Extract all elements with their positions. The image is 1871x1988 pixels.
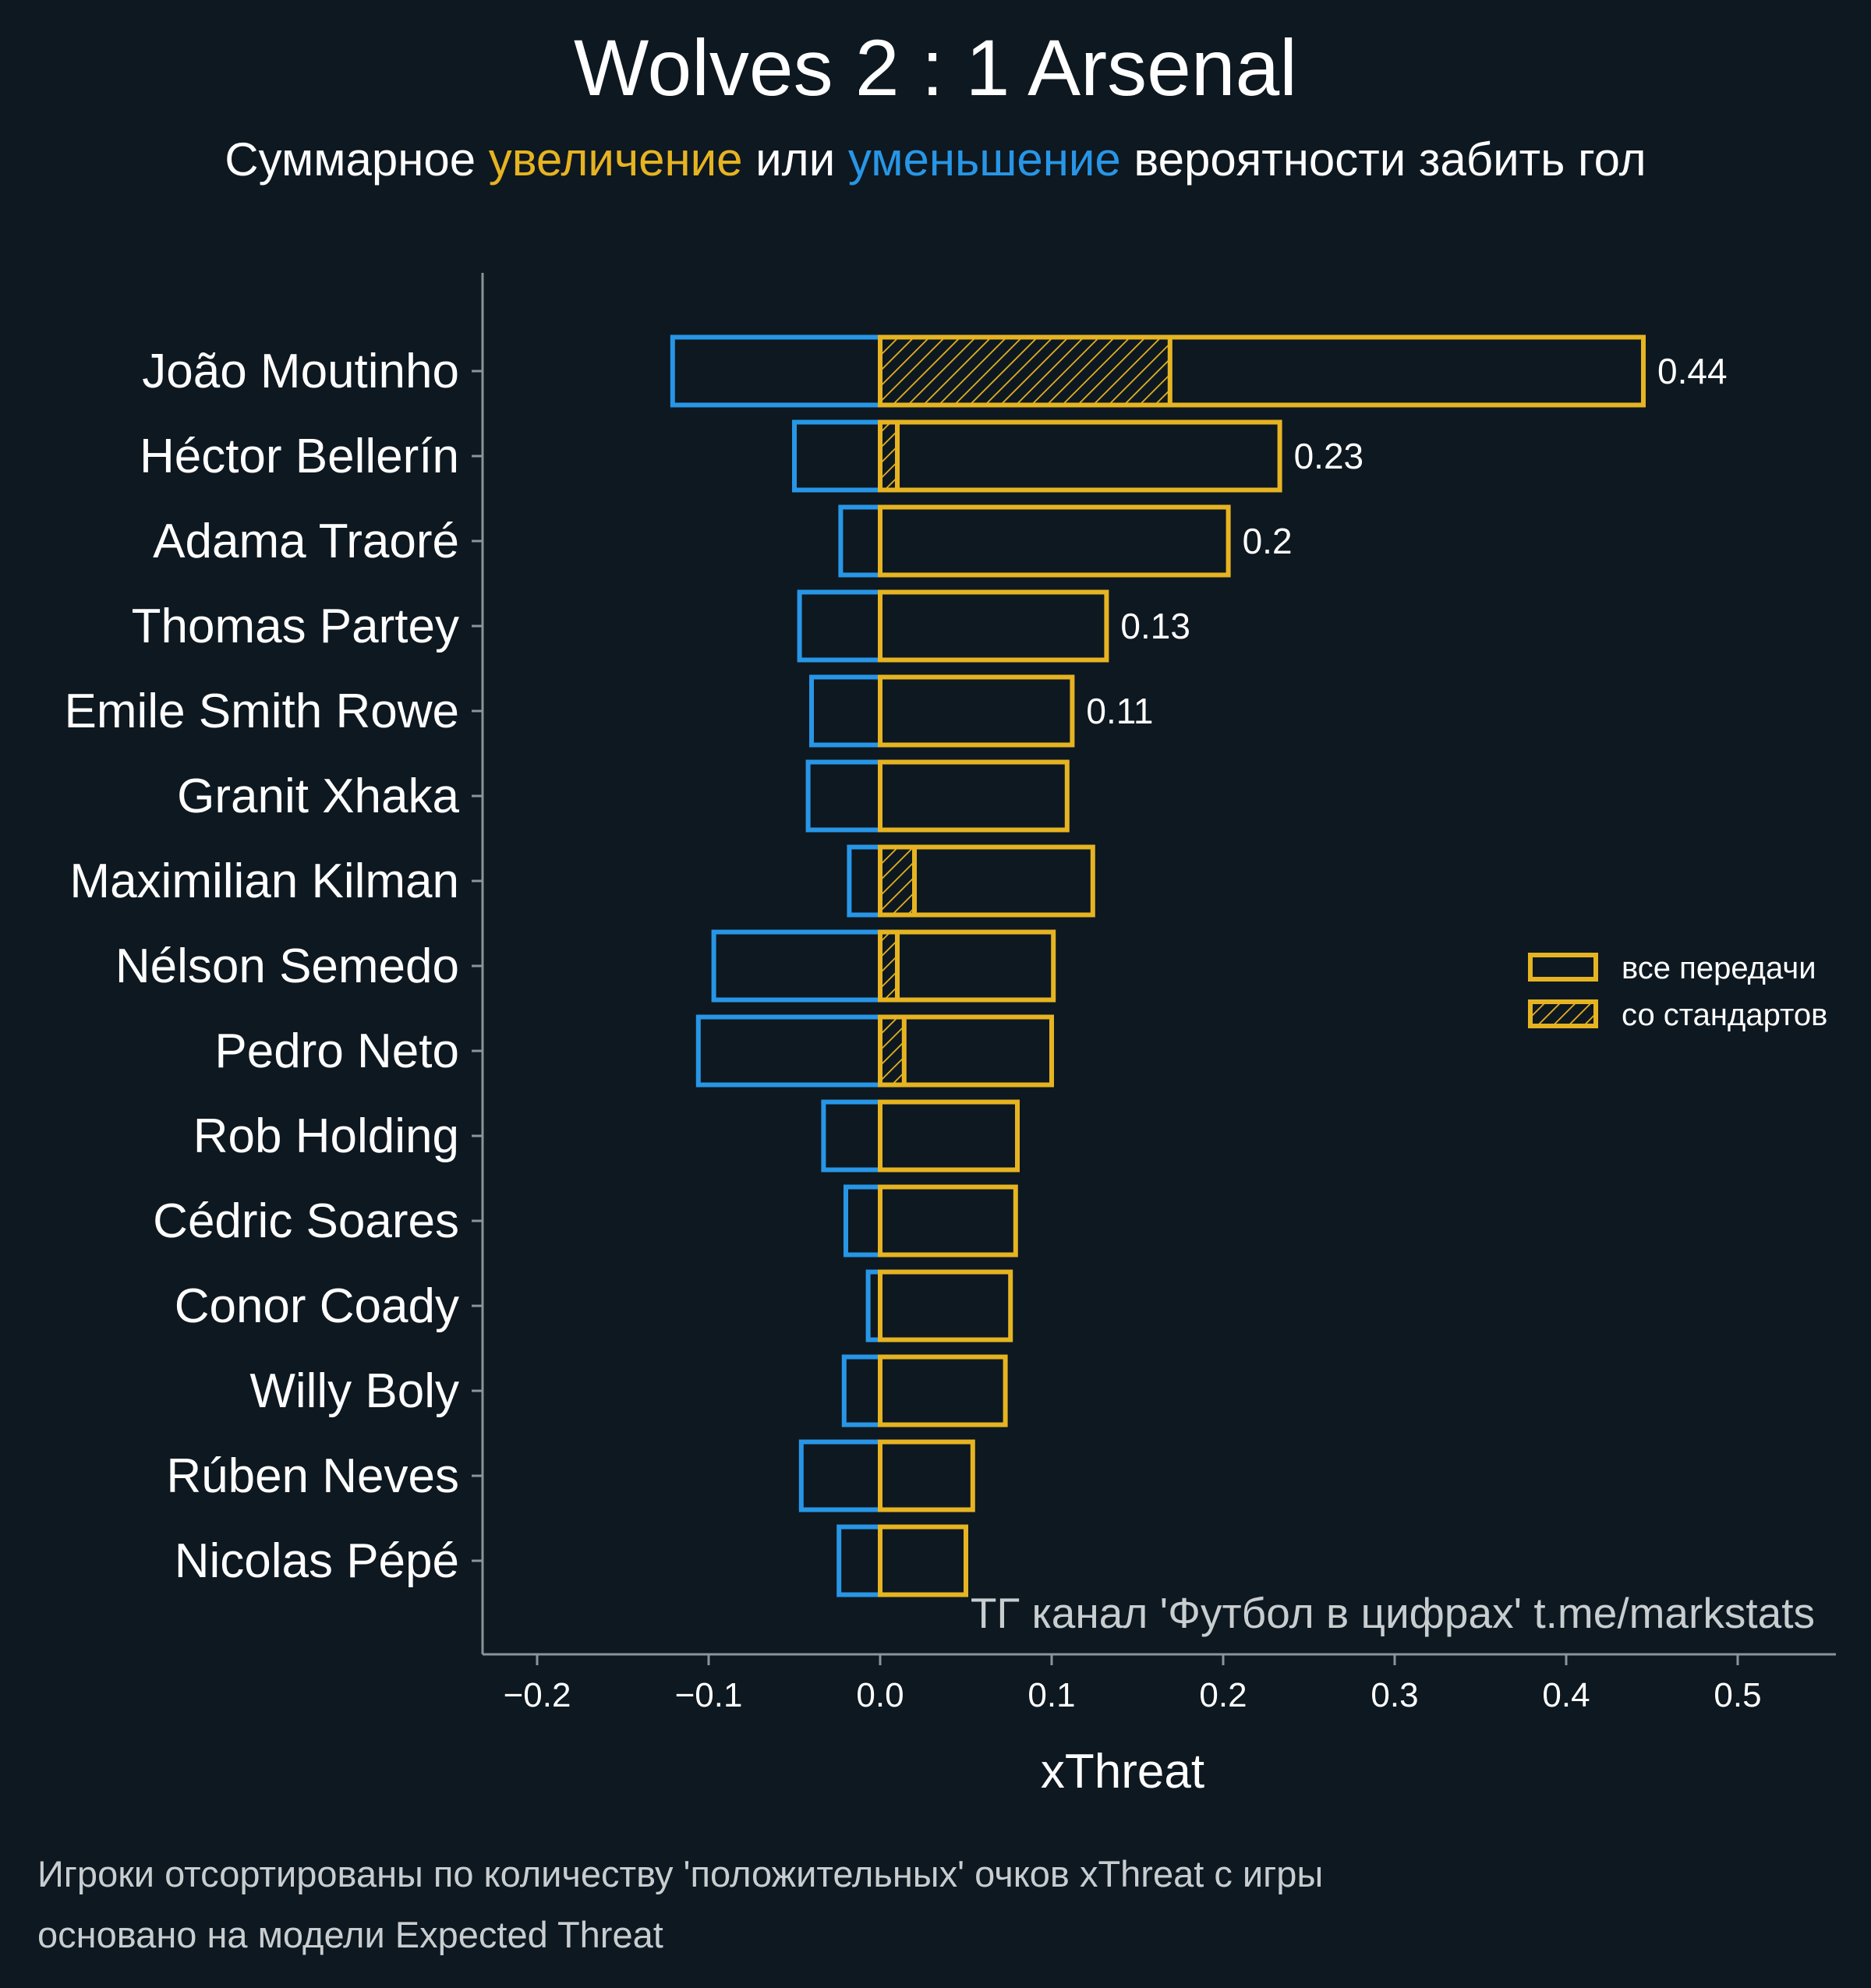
chart-title: Wolves 2 : 1 Arsenal [574, 23, 1297, 112]
x-tick-label: 0.1 [1027, 1676, 1075, 1714]
legend-label-all: все передачи [1622, 951, 1816, 985]
x-tick-label: 0.5 [1714, 1676, 1761, 1714]
subtitle-part1: Суммарное [225, 133, 488, 186]
footer-line-1: Игроки отсортированы по количеству 'поло… [37, 1853, 1323, 1894]
positive-bar [878, 759, 1070, 833]
setpiece-bar [878, 419, 900, 493]
setpiece-bar [878, 929, 900, 1003]
watermark: ТГ канал 'Футбол в цифрах' t.me/markstat… [971, 1589, 1815, 1637]
value-label: 0.13 [1120, 606, 1190, 646]
x-tick-label: 0.2 [1199, 1676, 1247, 1714]
setpiece-bar [878, 1014, 907, 1088]
positive-bar [878, 1269, 1013, 1342]
legend-swatch-all [1528, 953, 1598, 982]
y-tick-label: Rob Holding [193, 1109, 459, 1163]
x-axis-label: xThreat [1041, 1745, 1204, 1799]
legend: все передачи со стандартов [1528, 951, 1827, 1032]
y-tick-label: Granit Xhaka [177, 769, 459, 823]
positive-bar [878, 1439, 975, 1512]
x-tick-label: 0.0 [856, 1676, 904, 1714]
y-tick-label: Nélson Semedo [115, 939, 459, 993]
setpiece-bar [878, 844, 917, 918]
y-tick-label: Thomas Partey [132, 600, 459, 653]
positive-bar [878, 929, 1056, 1003]
subtitle-decrease: уменьшение [848, 133, 1121, 186]
y-tick-label: Maximilian Kilman [69, 854, 459, 908]
positive-bar [878, 1354, 1008, 1427]
legend-swatch-setpieces [1528, 999, 1598, 1028]
y-tick-label: Nicolas Pépé [175, 1534, 459, 1588]
positive-bar [878, 1014, 1054, 1088]
value-label: 0.23 [1294, 436, 1364, 476]
positive-bar [878, 1184, 1018, 1258]
y-tick-label: Adama Traoré [153, 515, 459, 568]
x-tick-label: −0.1 [675, 1676, 743, 1714]
footer-line-2: основано на модели Expected Threat [37, 1914, 663, 1955]
y-tick-label: Willy Boly [249, 1364, 459, 1418]
y-tick-label: Cédric Soares [153, 1194, 459, 1248]
y-tick-label: Emile Smith Rowe [65, 684, 459, 738]
y-tick-label: Pedro Neto [214, 1024, 459, 1078]
axes: −0.2 −0.1 0.0 0.1 0.2 0.3 0.4 0.5 [472, 273, 1836, 1714]
subtitle-part3: вероятности забить гол [1121, 133, 1646, 186]
value-label: 0.44 [1657, 351, 1728, 391]
positive-bar [878, 504, 1231, 578]
legend-label-setpieces: со стандартов [1622, 998, 1827, 1032]
x-tick-label: 0.4 [1542, 1676, 1590, 1714]
value-label: 0.2 [1243, 521, 1293, 561]
bars-group [670, 334, 1646, 1597]
subtitle-increase: увеличение [489, 133, 743, 186]
labels-group: João Moutinho 0.44 Héctor Bellerín 0.23 Adam… [65, 345, 1728, 1588]
positive-bar [878, 419, 1282, 493]
positive-bar [878, 674, 1075, 748]
positive-bar [878, 1099, 1020, 1173]
positive-bar [878, 589, 1109, 663]
x-tick-label: −0.2 [504, 1676, 571, 1714]
y-tick-label: Rúben Neves [166, 1449, 459, 1503]
subtitle-part2: или [743, 133, 848, 186]
positive-bar [878, 1524, 968, 1597]
value-label: 0.11 [1086, 691, 1153, 731]
setpiece-bar [878, 334, 1172, 408]
y-tick-label: Conor Coady [175, 1279, 459, 1333]
y-tick-label: João Moutinho [142, 345, 459, 398]
x-tick-label: 0.3 [1371, 1676, 1418, 1714]
chart-subtitle: Суммарное увеличение или уменьшение веро… [225, 133, 1646, 186]
positive-bar [878, 334, 1646, 408]
y-tick-label: Héctor Bellerín [140, 430, 459, 483]
positive-bar [878, 844, 1095, 918]
